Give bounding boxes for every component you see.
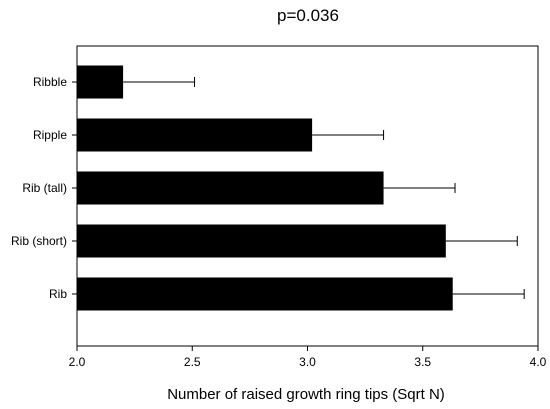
chart-title: p=0.036 bbox=[277, 6, 339, 25]
x-tick-label-0: 2.0 bbox=[69, 355, 86, 369]
y-tick-label-0: Ribble bbox=[33, 75, 67, 89]
y-tick-label-2: Rib (tall) bbox=[22, 181, 67, 195]
x-tick-label-2: 3.0 bbox=[299, 355, 316, 369]
bar-1 bbox=[77, 118, 313, 152]
y-tick-label-1: Ripple bbox=[33, 128, 67, 142]
x-axis: 2.0 2.5 3.0 3.5 4.0 bbox=[69, 346, 547, 369]
x-tick-label-1: 2.5 bbox=[184, 355, 201, 369]
bar-0 bbox=[77, 65, 124, 99]
x-tick-label-3: 3.5 bbox=[414, 355, 431, 369]
y-tick-label-3: Rib (short) bbox=[11, 234, 67, 248]
bar-4 bbox=[77, 277, 453, 311]
bar-2 bbox=[77, 171, 384, 205]
bars-layer bbox=[77, 65, 525, 311]
y-tick-label-4: Rib bbox=[49, 287, 67, 301]
x-axis-label: Number of raised growth ring tips (Sqrt … bbox=[167, 386, 445, 403]
y-axis: Ribble Ripple Rib (tall) Rib (short) Rib bbox=[11, 75, 77, 301]
bar-3 bbox=[77, 224, 446, 258]
x-tick-label-4: 4.0 bbox=[530, 355, 547, 369]
